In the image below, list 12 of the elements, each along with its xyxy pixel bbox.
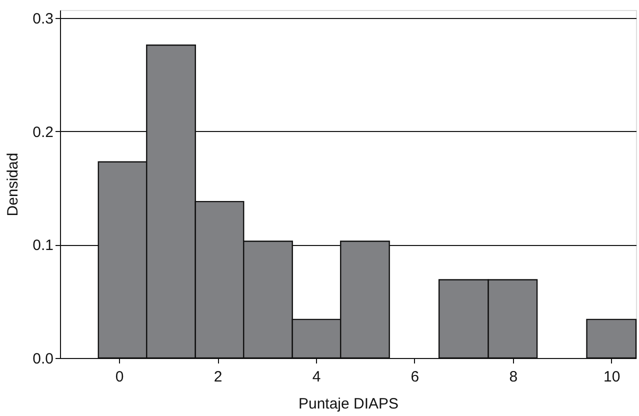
x-axis-title: Puntaje DIAPS [298, 396, 399, 412]
x-tick-label: 10 [604, 368, 620, 386]
x-tick-label: 2 [214, 368, 222, 386]
y-tick-label: 0.2 [32, 124, 54, 141]
y-tick-label: 0.3 [32, 10, 54, 28]
y-tick-label: 0.1 [32, 237, 54, 254]
x-tick-label: 0 [115, 368, 124, 386]
y-axis-title: Densidad [4, 152, 22, 216]
x-tick-label: 6 [410, 368, 420, 386]
x-tick-label: 4 [312, 368, 321, 386]
x-tick-label: 8 [509, 368, 518, 386]
y-tick-label: 0.0 [32, 350, 54, 368]
